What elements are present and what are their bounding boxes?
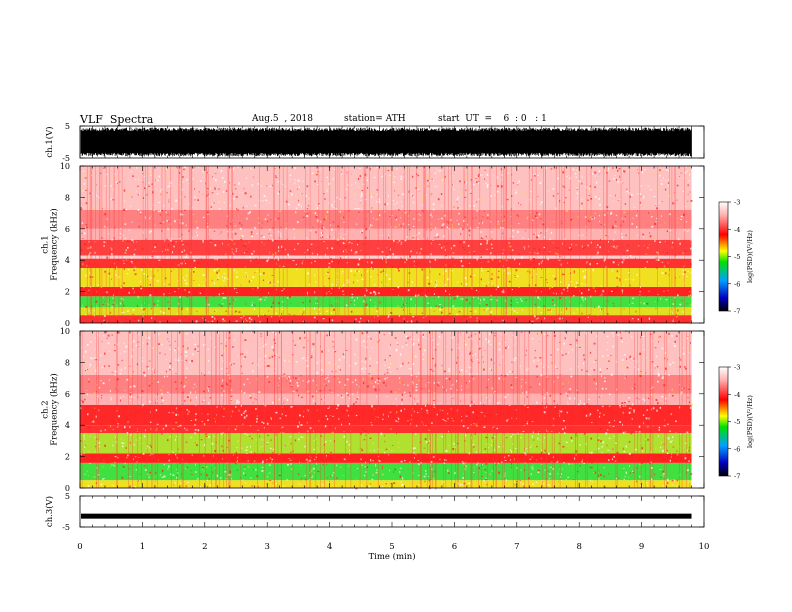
ch1-waveform-panel: 5 -5 ch.1(V) [44,122,705,163]
colorbar-1-tick-label: -5 [734,253,740,261]
ch1-spectrogram-sferics [86,166,685,323]
figure-title: VLF Spectra [80,113,154,126]
ch2-spectrogram-ytick-label: 0 [65,484,70,493]
ch2-spectrogram-band [80,433,692,454]
colorbar-1-tick-label: -3 [734,199,740,207]
colorbar-1-label: log(PSD)(V²/Hz) [746,230,754,283]
ch1-spectrogram-ytick-label: 8 [65,193,70,202]
colorbar-2-tick-label: -5 [734,418,740,426]
ch1-spectrogram-ytick-label: 10 [60,162,70,171]
colorbar-1-bar [718,201,729,312]
colorbar-2-label: log(PSD)(V²/Hz) [746,395,754,448]
ch3-waveform-ytick-label: 5 [65,492,70,501]
ch2-spectrogram-panel: 0 2 4 6 8 10 ch.2 Frequency (kHz) [41,327,705,493]
ch2-spectrogram-band [80,462,692,481]
ch3-waveform-trace [81,513,692,519]
ch2-spectrogram-texture-red [80,331,693,490]
ch1-spectrogram-ytick-label: 0 [65,319,70,328]
ch1-spectrogram-band [80,286,692,297]
ch2-spectrogram-ytick-label: 4 [65,421,70,430]
ch1-spectrogram-ytick-label: 6 [65,225,70,234]
ch1-spectrogram-band [80,255,692,259]
ch1-spectrogram-ytick-label: 2 [65,288,70,297]
ch2-spectrogram-ytick-label: 6 [65,390,70,399]
ch1-spectrogram-band [80,296,692,308]
colorbar-1-tick-label: -4 [734,226,740,234]
ch2-spectrogram-ytick-label: 8 [65,358,70,367]
colorbar-2-tick-label: -4 [734,391,740,399]
start-time-label: start UT = 6 : 0 : 1 [438,114,547,124]
x-tick-label: 8 [576,542,581,552]
ch1-spectrogram-band [80,258,692,269]
station-label: station= ATH [344,114,406,124]
x-tick-label: 9 [639,542,644,552]
ch2-spectrogram-ylabel: ch.2 [41,400,51,418]
x-tick-label: 3 [264,542,269,552]
ch1-waveform-trace [80,127,692,157]
colorbar-2-tick-label: -3 [734,364,740,372]
x-tick-label: 5 [389,542,394,552]
ch2-spectrogram-sferics [81,331,691,488]
ch1-spectrogram-ylabel: Frequency (kHz) [49,208,60,280]
ch1-spectrogram-band [80,268,692,287]
x-tick-label: 10 [699,542,710,552]
x-tick-label: 7 [514,542,519,552]
colorbar-1-tick-label: -7 [734,308,740,316]
ch2-spectrogram-band [80,425,692,434]
x-axis-label: Time (min) [368,551,415,562]
colorbar-1-tick-label: -6 [734,280,740,288]
ch2-spectrogram-ytick-label: 2 [65,453,70,462]
ch2-spectrogram-ytick-label: 10 [60,327,70,336]
ch1-waveform-ylabel: ch.1(V) [44,126,55,157]
ch1-spectrogram-texture-yellow [80,166,692,324]
x-tick-label: 1 [140,542,145,552]
ch2-spectrogram-band [80,453,692,463]
ch3-waveform-ytick-label: -5 [62,523,70,532]
ch1-waveform-ytick-label: -5 [62,154,70,163]
ch1-spectrogram-band [80,239,692,256]
ch2-spectrogram-band [80,374,692,394]
ch1-spectrogram-ytick-label: 4 [65,256,70,265]
colorbar-2-bar [718,366,729,477]
ch2-spectrogram-band [80,404,692,426]
ch1-spectrogram-panel: 0 2 4 6 8 10 ch.1 Frequency (kHz) [41,162,705,328]
ch3-waveform-panel: 5 -5 ch.3(V) 0 1 2 3 4 5 6 7 8 9 10 Time (min) [44,492,709,562]
x-tick-label: 2 [202,542,207,552]
x-tick-label: 6 [452,542,457,552]
colorbar-2: -3 -4 -5 -6 -7 log(PSD)(V²/Hz) [718,364,754,481]
ch1-spectrogram-band [80,228,692,240]
ch1-spectrogram-band [80,307,692,316]
x-tick-label: 4 [327,542,332,552]
date-label: Aug.5 , 2018 [252,114,313,124]
ch1-spectrogram-ylabel: ch.1 [41,235,51,253]
colorbar-1: -3 -4 -5 -6 -7 log(PSD)(V²/Hz) [718,199,754,316]
ch3-waveform-ylabel: ch.3(V) [44,496,55,527]
ch2-spectrogram-band [80,331,692,375]
x-tick-label: 0 [77,542,82,552]
ch1-waveform-ytick-label: 5 [65,122,70,131]
ch2-spectrogram-ylabel: Frequency (kHz) [49,373,60,445]
ch1-spectrogram-band [80,315,692,323]
ch2-spectrogram-band [80,393,692,405]
ch1-spectrogram-texture-light [80,166,693,325]
colorbar-2-tick-label: -6 [734,445,740,453]
colorbar-2-tick-label: -7 [734,473,740,481]
